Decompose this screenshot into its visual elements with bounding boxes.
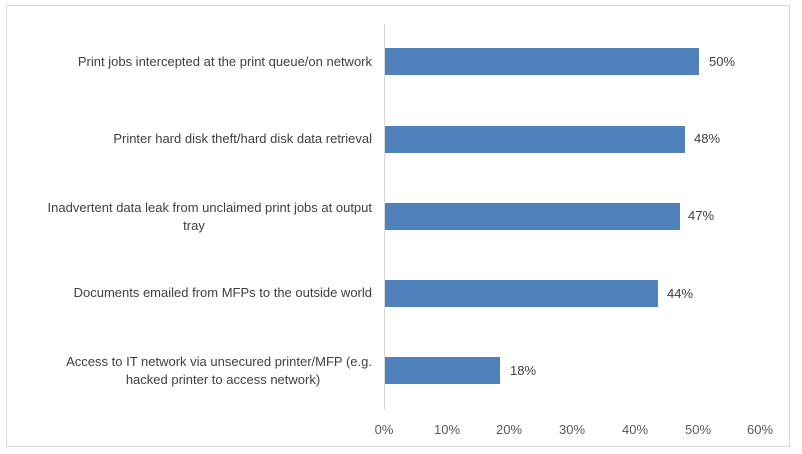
category-axis-line [384, 24, 385, 410]
bar [385, 126, 685, 153]
bar [385, 280, 658, 307]
bar [385, 203, 680, 230]
category-label-line: Documents emailed from MFPs to the outsi… [73, 285, 372, 300]
category-label: Printer hard disk theft/hard disk data r… [14, 130, 372, 148]
value-label: 18% [510, 363, 537, 378]
category-label: Inadvertent data leak from unclaimed pri… [14, 199, 372, 235]
x-tick-label: 60% [746, 422, 774, 437]
bar [385, 357, 500, 384]
category-label-line: Access to IT network via unsecured print… [66, 354, 372, 369]
category-label-line: Inadvertent data leak from unclaimed pri… [47, 200, 372, 215]
category-label-line: Printer hard disk theft/hard disk data r… [113, 131, 372, 146]
x-tick-label: 40% [621, 422, 649, 437]
value-label: 44% [667, 286, 694, 301]
category-label-line: hacked printer to access network) [125, 372, 321, 387]
value-label: 47% [688, 208, 715, 223]
value-label: 48% [694, 131, 721, 146]
category-label-line: tray [183, 218, 205, 233]
category-label: Access to IT network via unsecured print… [14, 353, 372, 389]
value-label: 50% [709, 54, 736, 69]
x-tick-label: 10% [433, 422, 461, 437]
x-tick-label: 30% [558, 422, 586, 437]
x-tick-label: 0% [374, 422, 394, 437]
category-label: Documents emailed from MFPs to the outsi… [14, 284, 372, 302]
x-tick-label: 50% [684, 422, 712, 437]
category-label: Print jobs intercepted at the print queu… [14, 53, 372, 71]
category-label-line: Print jobs intercepted at the print queu… [77, 54, 372, 69]
x-tick-label: 20% [495, 422, 523, 437]
bar [385, 48, 699, 75]
